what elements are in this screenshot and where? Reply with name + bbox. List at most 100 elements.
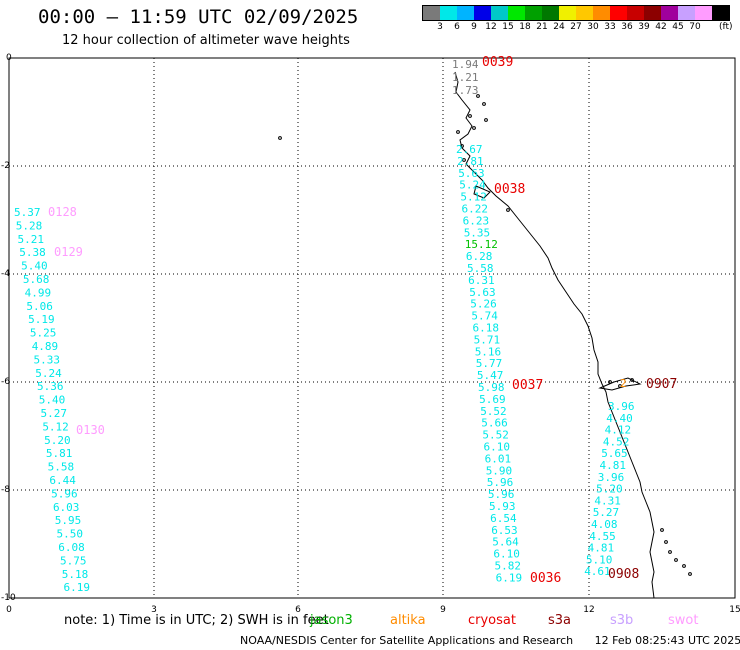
- swh-value-s3a: 4.12: [605, 424, 632, 437]
- swh-value-swot-left: 5.38: [19, 246, 45, 259]
- page-title: 00:00 – 11:59 UTC 02/09/2025: [38, 6, 359, 28]
- legend-labels: 3 6 9 12 15 18 21 24 27 30 33 36 39 42 45 70: [422, 22, 740, 34]
- legend-swatch: [525, 6, 542, 20]
- generated-timestamp: 12 Feb 08:25:43 UTC 2025: [594, 634, 740, 647]
- satellite-legend-s3a: s3a: [548, 613, 572, 628]
- legend-swatch: [440, 6, 457, 20]
- legend-swatch: [593, 6, 610, 20]
- swh-value-cryosat: 5.52: [482, 429, 509, 442]
- satellite-legend-altika: altika: [390, 613, 426, 628]
- swh-value-cryosat: 6.23: [463, 214, 490, 227]
- legend-swatch: [627, 6, 644, 20]
- island-marker: [468, 114, 472, 118]
- legend-label: 36: [621, 22, 633, 32]
- swh-value-s3a: 4.31: [594, 494, 621, 507]
- island-marker: [688, 572, 692, 576]
- legend-swatch: [542, 6, 559, 20]
- swh-value-swot-left: 4.99: [25, 286, 52, 299]
- swh-value-swot-left: 5.40: [39, 394, 66, 407]
- legend-label: 12: [485, 22, 497, 32]
- satellite-legend-jason3: jason3: [310, 613, 353, 628]
- island-marker: [660, 528, 664, 532]
- swh-value-cryosat: 5.96: [488, 488, 515, 501]
- swh-value-swot-left: 5.27: [41, 407, 68, 420]
- swh-value-s3a: 5.27: [593, 506, 620, 519]
- swh-value-cryosat: 5.77: [476, 357, 503, 370]
- pass-time-cryosat: 0039: [482, 55, 513, 70]
- swh-value-cryosat: 5.24: [459, 179, 486, 192]
- swh-value-cryosat: 5.63: [458, 167, 485, 180]
- wave-height-color-legend: [422, 5, 730, 21]
- pass-time-cryosat: 0038: [494, 182, 525, 197]
- swh-value-swot-left: 5.81: [46, 447, 73, 460]
- legend-label: 70: [689, 22, 701, 32]
- swh-value-swot-left: 5.40: [21, 260, 48, 273]
- island-marker: [506, 208, 510, 212]
- swh-value-cryosat: 6.10: [493, 548, 520, 561]
- y-tick-label: -6: [1, 377, 10, 387]
- swh-value-swot-left: 6.08: [58, 541, 85, 554]
- swh-value-swot-left: 5.95: [55, 514, 82, 527]
- legend-swatch: [508, 6, 525, 20]
- island-marker: [476, 94, 480, 98]
- credit-text: NOAA/NESDIS Center for Satellite Applica…: [240, 634, 574, 647]
- swh-value-swot-left: 5.96: [51, 487, 78, 500]
- swh-value-altika: 2: [620, 377, 627, 390]
- swh-value-cryosat: 5.82: [495, 560, 522, 573]
- swh-value-cryosat: 5.98: [478, 381, 505, 394]
- swh-value-cryosat: 5.16: [475, 345, 502, 358]
- swh-value-swot-left: 5.68: [23, 273, 49, 286]
- island-marker: [278, 136, 282, 140]
- swh-value-cryosat: 5.35: [464, 226, 491, 239]
- swh-value-cryosat: 5.47: [477, 369, 504, 382]
- legend-label: 33: [604, 22, 616, 32]
- swh-value-swot-left: 5.33: [33, 353, 60, 366]
- swh-value-cryosat: 6.54: [490, 512, 517, 525]
- island-marker: [482, 102, 486, 106]
- swh-value-swot-left: 5.28: [16, 219, 43, 232]
- legend-swatch: [576, 6, 593, 20]
- swh-value-low: 1.73: [452, 84, 479, 97]
- swh-value-cryosat: 6.01: [485, 452, 512, 465]
- swh-value-cryosat: 5.12: [460, 191, 487, 204]
- y-tick-label: -8: [1, 485, 10, 495]
- legend-label: 9: [471, 22, 477, 32]
- legend-label: 3: [437, 22, 443, 32]
- legend-swatch: [491, 6, 508, 20]
- legend-unit: (ft): [719, 22, 733, 32]
- legend-label: 21: [536, 22, 548, 32]
- swh-value-s3a: 3.96: [598, 471, 625, 484]
- island-marker: [456, 130, 460, 134]
- plot-frame: [8, 57, 736, 599]
- swh-value-cryosat: 5.90: [486, 464, 513, 477]
- swh-value-swot-left: 6.03: [53, 501, 80, 514]
- swh-value-cryosat: 5.74: [471, 310, 498, 323]
- swh-value-swot-left: 5.20: [44, 434, 70, 447]
- legend-swatch: [457, 6, 474, 20]
- swh-value-s3a: 4.40: [606, 412, 633, 425]
- swh-value-swot-left: 5.50: [56, 528, 82, 541]
- swh-value-low: 1.94: [452, 58, 479, 71]
- swh-value-cryosat: 5.26: [470, 298, 497, 311]
- swh-value-cryosat: 2.81: [457, 155, 484, 168]
- legend-label: 42: [655, 22, 667, 32]
- page-subtitle: 12 hour collection of altimeter wave hei…: [62, 33, 350, 48]
- swh-value-s3a: 4.55: [589, 530, 616, 543]
- island-marker: [664, 540, 668, 544]
- swh-value-cryosat: 15.12: [465, 238, 498, 251]
- swh-value-low: 1.21: [452, 71, 479, 84]
- island-marker: [460, 144, 464, 148]
- swh-value-s3a: 4.81: [588, 542, 615, 555]
- y-tick-label: -4: [1, 269, 10, 279]
- y-tick-label: 0: [6, 53, 12, 63]
- swh-value-swot-left: 4.89: [32, 340, 59, 353]
- y-tick-label: -10: [1, 593, 16, 603]
- swh-value-s3a: 5.65: [601, 447, 628, 460]
- footer-note: note: 1) Time is in UTC; 2) SWH is in fe…: [64, 613, 329, 628]
- swh-value-swot-left: 5.37: [14, 206, 41, 219]
- swh-value-swot-left: 5.06: [26, 300, 53, 313]
- swh-value-cryosat: 5.96: [487, 476, 514, 489]
- island-marker: [630, 378, 634, 382]
- swh-value-s3a: 4.08: [591, 518, 618, 531]
